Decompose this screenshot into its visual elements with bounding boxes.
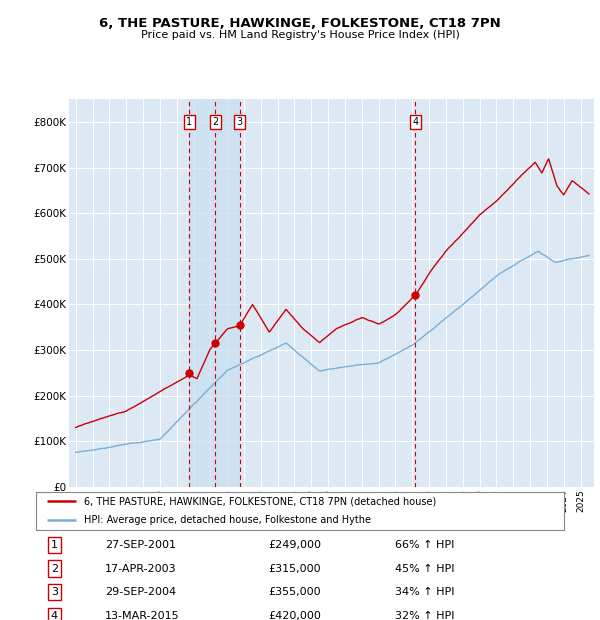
Text: £355,000: £355,000: [268, 587, 321, 597]
Text: 6, THE PASTURE, HAWKINGE, FOLKESTONE, CT18 7PN (detached house): 6, THE PASTURE, HAWKINGE, FOLKESTONE, CT…: [83, 496, 436, 507]
Text: 66% ↑ HPI: 66% ↑ HPI: [395, 540, 454, 550]
Text: 34% ↑ HPI: 34% ↑ HPI: [395, 587, 455, 597]
Text: 13-MAR-2015: 13-MAR-2015: [104, 611, 179, 620]
Text: 27-SEP-2001: 27-SEP-2001: [104, 540, 176, 550]
Text: 3: 3: [51, 587, 58, 597]
Text: 6, THE PASTURE, HAWKINGE, FOLKESTONE, CT18 7PN: 6, THE PASTURE, HAWKINGE, FOLKESTONE, CT…: [99, 17, 501, 30]
Text: Price paid vs. HM Land Registry's House Price Index (HPI): Price paid vs. HM Land Registry's House …: [140, 30, 460, 40]
Bar: [189, 99, 239, 487]
Text: HPI: Average price, detached house, Folkestone and Hythe: HPI: Average price, detached house, Folk…: [83, 515, 371, 526]
Text: £420,000: £420,000: [268, 611, 321, 620]
Text: 32% ↑ HPI: 32% ↑ HPI: [395, 611, 455, 620]
Text: 1: 1: [186, 117, 192, 127]
Text: 2: 2: [212, 117, 218, 127]
Text: 45% ↑ HPI: 45% ↑ HPI: [395, 564, 455, 574]
Text: 2: 2: [51, 564, 58, 574]
Text: 17-APR-2003: 17-APR-2003: [104, 564, 176, 574]
Text: £315,000: £315,000: [268, 564, 321, 574]
Text: 4: 4: [51, 611, 58, 620]
Text: £249,000: £249,000: [268, 540, 322, 550]
Text: 4: 4: [412, 117, 419, 127]
Text: 1: 1: [51, 540, 58, 550]
Text: 29-SEP-2004: 29-SEP-2004: [104, 587, 176, 597]
Text: 3: 3: [236, 117, 242, 127]
